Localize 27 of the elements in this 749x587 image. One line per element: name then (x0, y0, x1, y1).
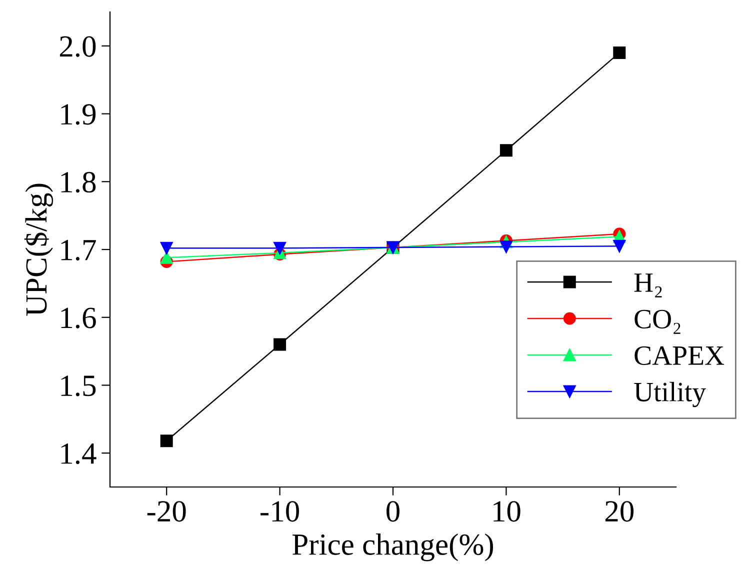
x-tick-label: 10 (494, 501, 520, 522)
y-tick-label: 1.8 (61, 172, 96, 193)
x-tick-label: -10 (260, 501, 299, 522)
legend-label: CAPEX (634, 346, 724, 365)
point (500, 240, 512, 254)
y-tick-label: 1.5 (61, 376, 96, 396)
legend-label: H₂ (634, 274, 662, 298)
y-tick-label: 1.9 (61, 104, 96, 125)
y-tick-label: 1.7 (61, 240, 96, 261)
x-tick-label: -20 (147, 501, 186, 522)
x-axis-title: Price change(%) (292, 533, 494, 562)
y-axis-title: UPC($/kg) (24, 184, 54, 316)
point (274, 242, 286, 254)
x-tick-label: 0 (386, 501, 400, 522)
y-tick-label: 1.6 (61, 308, 96, 328)
y-tick-label: 2.0 (60, 36, 96, 57)
point (613, 46, 626, 59)
point (500, 144, 512, 157)
legend-label: CO₂ (634, 310, 680, 334)
point (160, 242, 173, 254)
point (613, 240, 626, 252)
point (160, 434, 173, 448)
x-tick-label: 20 (605, 501, 634, 522)
point (274, 338, 286, 351)
y-tick-label: 1.4 (61, 444, 96, 464)
legend-label: Utility (634, 382, 706, 408)
point (160, 251, 173, 264)
